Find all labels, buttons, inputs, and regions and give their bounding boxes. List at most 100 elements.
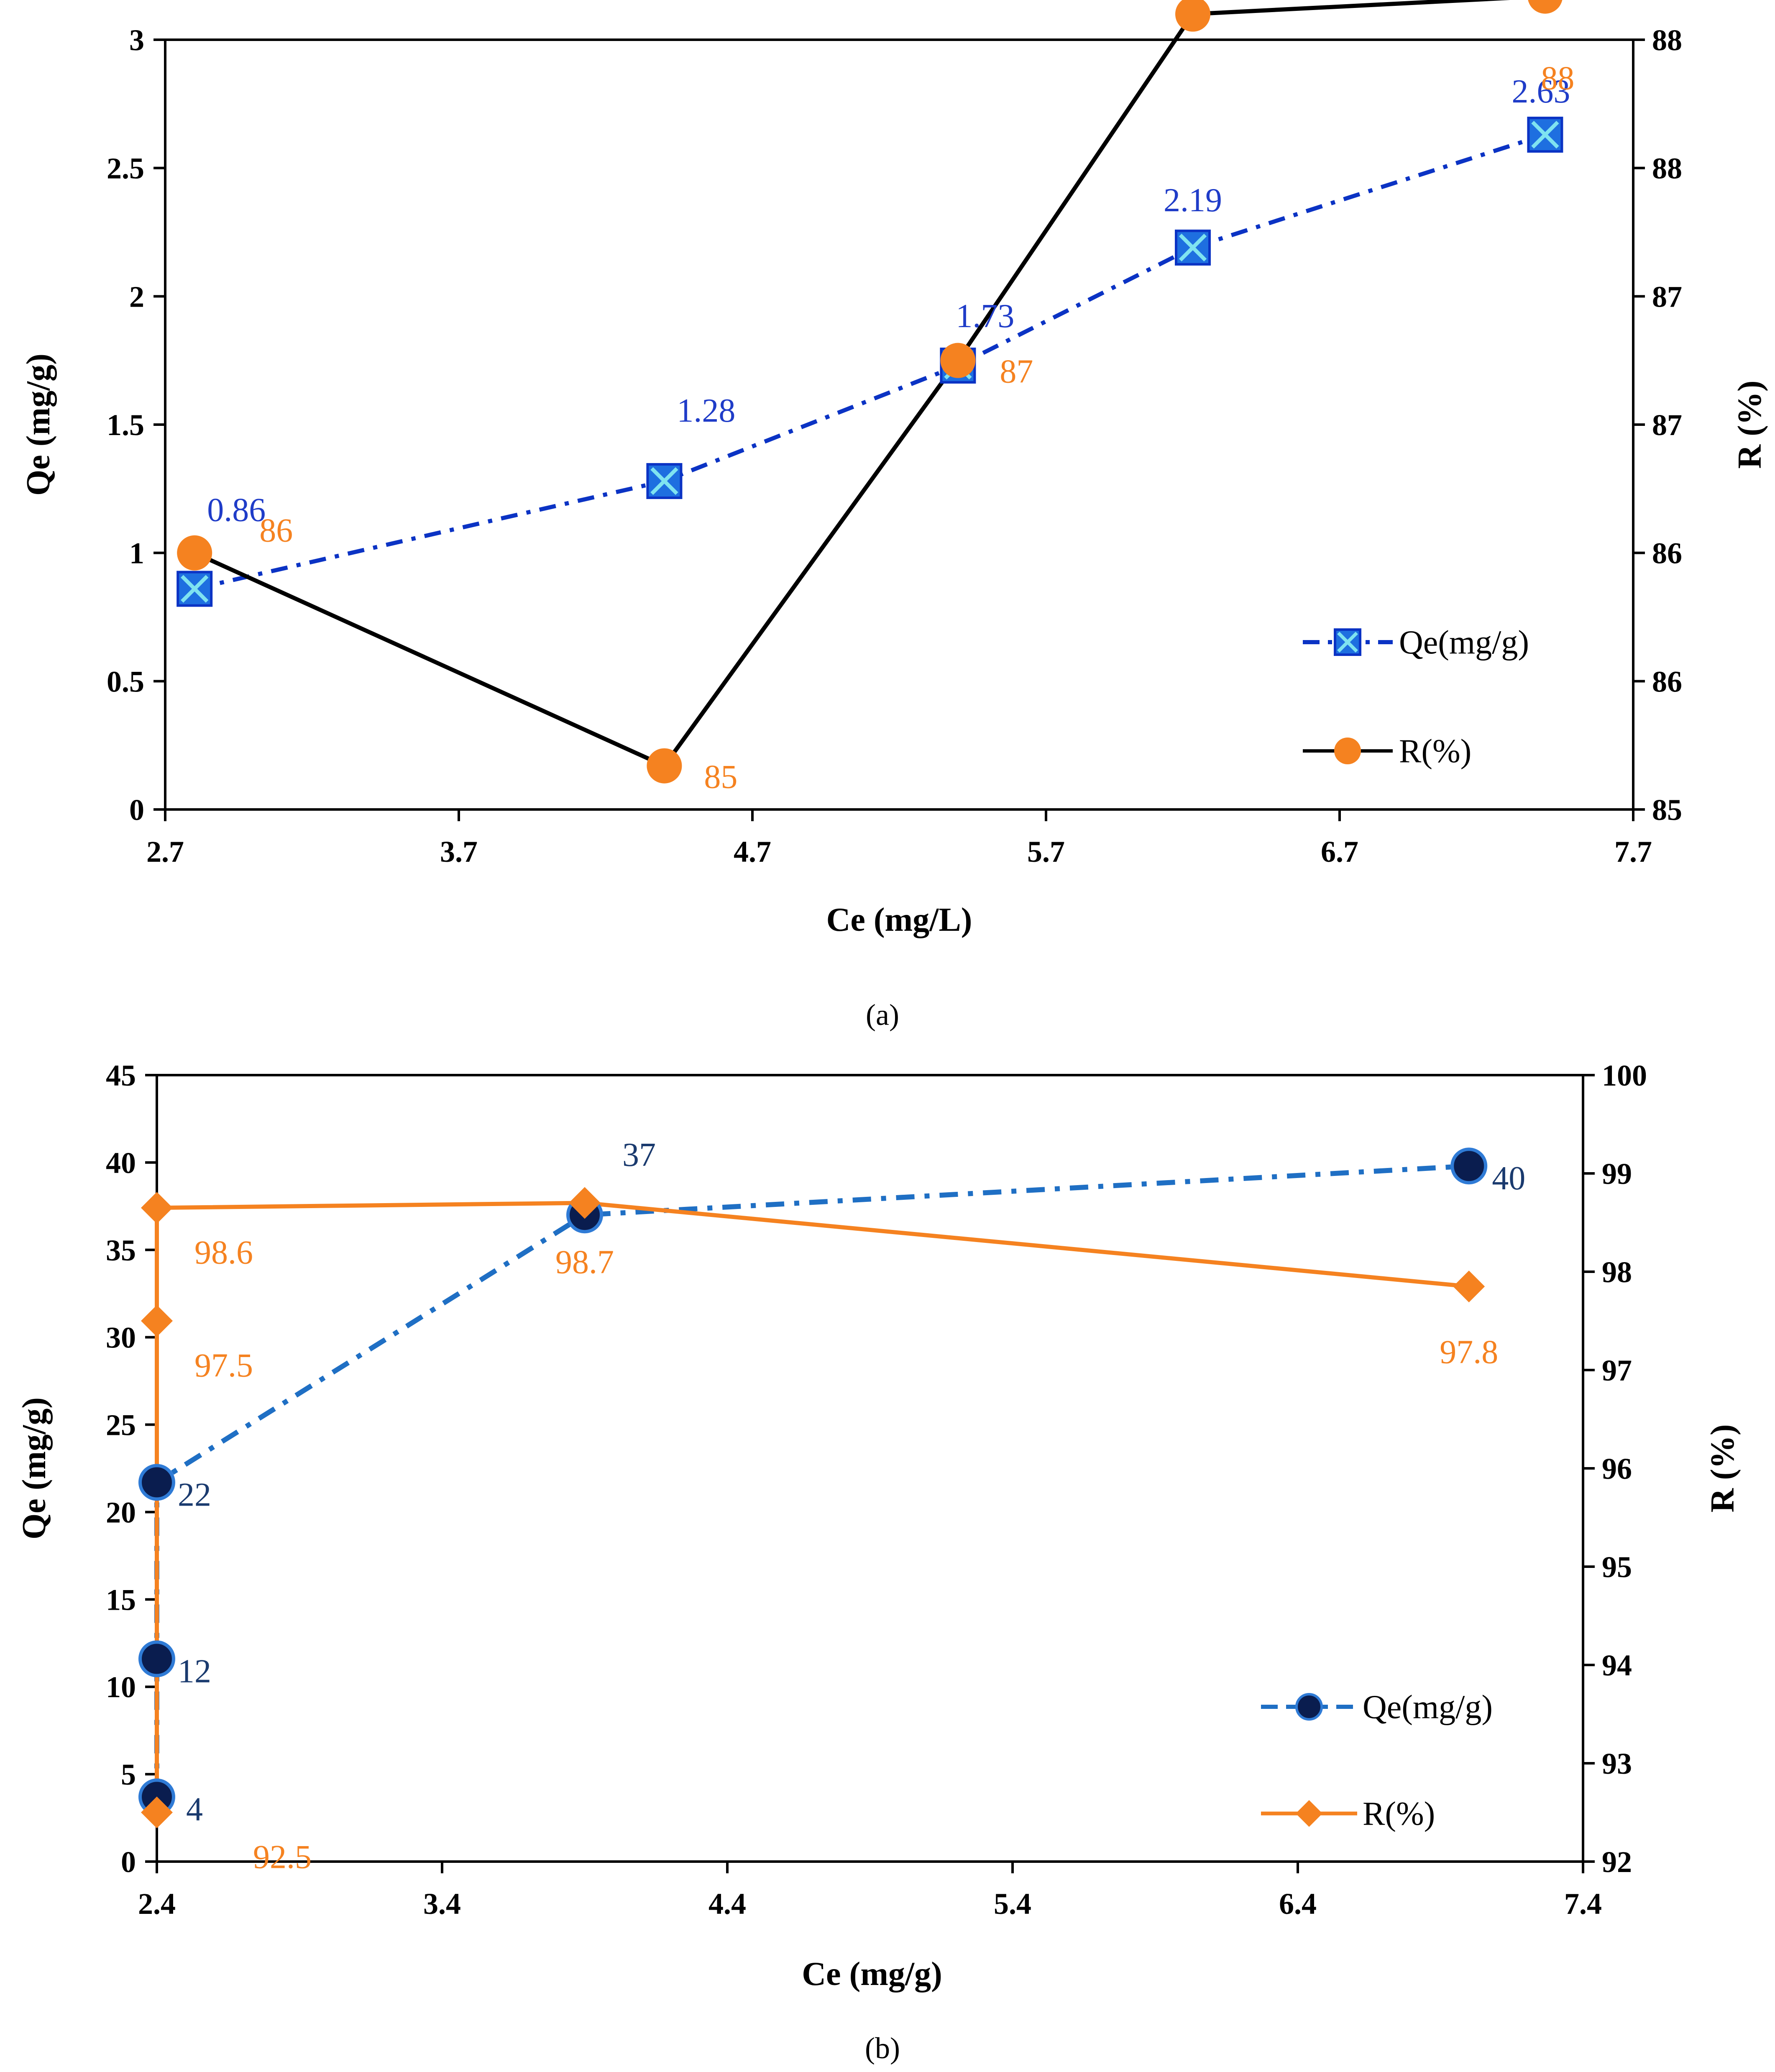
chart-a-r-point — [1175, 0, 1210, 32]
chart-b-y-tick-label: 40 — [106, 1146, 136, 1180]
chart-b-qe-point — [138, 1640, 175, 1678]
chart-a-qe-data-label: 0.86 — [207, 492, 266, 529]
chart-a: 0 0.5 1 1.5 2 2.5 3 85 86 86 87 87 88 88 2.7 3.7 4.7 5.… — [20, 0, 1768, 1032]
chart-b-y2-axis-title: R (%) — [1704, 1424, 1741, 1512]
chart-a-y2-tick-label: 88 — [1652, 23, 1682, 57]
chart-a-legend-entry-qe: Qe(mg/g) — [1303, 624, 1529, 661]
chart-b: 0 5 10 15 20 25 30 35 40 45 92 93 94 95 96 97 98 99 100 2… — [16, 1059, 1741, 2065]
chart-a-r-data-label: 86 — [259, 512, 293, 549]
chart-b-y-tick-label: 10 — [106, 1670, 136, 1704]
chart-b-y-tick-label: 30 — [106, 1321, 136, 1355]
chart-b-y-ticks: 0 5 10 15 20 25 30 35 40 45 — [106, 1059, 157, 1879]
chart-a-legend-qe-marker — [1334, 628, 1361, 656]
chart-a-legend-entry-r: R(%) — [1303, 733, 1471, 770]
chart-a-legend-r-label: R(%) — [1399, 733, 1471, 770]
chart-a-x-tick-label: 3.7 — [440, 835, 478, 868]
chart-b-r-data-label: 92.5 — [253, 1839, 312, 1876]
chart-a-y2-tick-label: 85 — [1652, 793, 1682, 827]
chart-a-r-point — [1528, 0, 1563, 14]
chart-b-y-tick-label: 45 — [106, 1059, 136, 1092]
chart-b-legend-qe-label: Qe(mg/g) — [1363, 1689, 1493, 1726]
chart-a-r-point — [940, 343, 976, 378]
chart-b-y2-ticks: 92 93 94 95 96 97 98 99 100 — [1583, 1059, 1647, 1879]
chart-a-y-tick-label: 1.5 — [107, 408, 144, 442]
chart-a-legend-qe-label: Qe(mg/g) — [1399, 624, 1529, 661]
chart-b-r-data-label: 97.5 — [194, 1347, 253, 1384]
chart-b-y2-tick-label: 100 — [1602, 1059, 1647, 1092]
chart-b-y2-tick-label: 95 — [1602, 1550, 1632, 1584]
chart-a-qe-point — [646, 463, 683, 499]
chart-a-y2-ticks: 85 86 86 87 87 88 88 — [1633, 23, 1682, 827]
chart-b-y2-tick-label: 93 — [1602, 1747, 1632, 1780]
chart-b-caption: (b) — [865, 2031, 900, 2065]
chart-b-legend-entry-qe: Qe(mg/g) — [1261, 1689, 1493, 1726]
chart-b-y-tick-label: 0 — [121, 1845, 136, 1879]
chart-b-r-data-label: 97.8 — [1440, 1334, 1498, 1370]
chart-b-y-tick-label: 20 — [106, 1496, 136, 1529]
chart-b-legend-qe-marker — [1295, 1693, 1323, 1721]
chart-a-qe-point — [1175, 229, 1211, 266]
chart-b-qe-data-label: 37 — [622, 1137, 656, 1173]
chart-b-y-tick-label: 35 — [106, 1234, 136, 1267]
chart-a-x-tick-label: 2.7 — [146, 835, 184, 868]
chart-a-markers — [176, 0, 1563, 784]
chart-b-r-point — [141, 1192, 173, 1224]
chart-a-x-tick-label: 6.7 — [1321, 835, 1358, 868]
chart-b-y2-tick-label: 94 — [1602, 1649, 1632, 1682]
chart-a-legend-r-marker — [1334, 738, 1361, 764]
chart-b-x-tick-label: 3.4 — [423, 1887, 461, 1921]
chart-b-r-data-label: 98.6 — [194, 1234, 253, 1271]
chart-a-r-point — [177, 535, 212, 571]
chart-b-r-data-label: 98.7 — [555, 1244, 614, 1281]
chart-b-r-point — [1453, 1270, 1485, 1303]
chart-b-y2-tick-label: 98 — [1602, 1255, 1632, 1289]
chart-b-qe-data-label: 40 — [1492, 1160, 1525, 1197]
chart-a-qe-point — [1527, 116, 1563, 153]
chart-b-qe-point — [138, 1464, 175, 1501]
chart-a-qe-data-label: 2.19 — [1164, 182, 1222, 219]
chart-b-markers — [138, 1147, 1488, 1829]
chart-b-y2-tick-label: 97 — [1602, 1354, 1632, 1387]
chart-a-x-axis-title: Ce (mg/L) — [826, 902, 972, 938]
chart-a-x-ticks: 2.7 3.7 4.7 5.7 6.7 7.7 — [146, 809, 1652, 868]
chart-b-qe-data-label: 4 — [186, 1791, 203, 1828]
chart-b-legend-r-label: R(%) — [1363, 1795, 1435, 1832]
chart-a-y2-tick-label: 87 — [1652, 280, 1682, 313]
chart-b-qe-data-label: 22 — [178, 1476, 211, 1513]
chart-a-legend: Qe(mg/g) R(%) — [1303, 624, 1529, 770]
chart-a-r-data-label: 85 — [704, 759, 737, 796]
chart-a-r-data-label: 88 — [1541, 60, 1574, 97]
chart-a-y2-tick-label: 86 — [1652, 665, 1682, 698]
chart-a-y2-tick-label: 86 — [1652, 537, 1682, 570]
chart-a-x-tick-label: 4.7 — [734, 835, 771, 868]
chart-a-qe-data-label: 1.28 — [677, 392, 735, 429]
chart-a-y-tick-label: 0 — [129, 793, 144, 827]
chart-b-x-tick-label: 6.4 — [1279, 1887, 1317, 1921]
chart-a-y-tick-label: 0.5 — [107, 665, 144, 698]
chart-b-x-tick-label: 7.4 — [1564, 1887, 1602, 1921]
chart-a-r-data-label: 87 — [1000, 353, 1033, 390]
chart-b-y2-tick-label: 96 — [1602, 1452, 1632, 1485]
chart-a-y-axis-title: Qe (mg/g) — [20, 353, 57, 496]
chart-a-y-ticks: 0 0.5 1 1.5 2 2.5 3 — [107, 23, 165, 827]
chart-b-y2-tick-label: 99 — [1602, 1157, 1632, 1191]
chart-a-y2-axis-title: R (%) — [1732, 380, 1768, 469]
chart-b-qe-point — [1450, 1147, 1488, 1185]
chart-b-data-labels: 4 12 22 37 40 92.5 97.5 98.6 98.7 97.8 — [178, 1137, 1525, 1875]
chart-b-legend-entry-r: R(%) — [1261, 1795, 1435, 1832]
chart-b-x-tick-label: 2.4 — [138, 1887, 176, 1921]
chart-a-qe-point — [176, 571, 213, 607]
chart-b-legend-r-marker — [1296, 1800, 1322, 1827]
chart-a-y2-tick-label: 88 — [1652, 152, 1682, 185]
chart-b-x-axis-title: Ce (mg/g) — [802, 1956, 942, 1993]
chart-b-y-tick-label: 25 — [106, 1409, 136, 1442]
chart-b-y-axis-title: Qe (mg/g) — [16, 1397, 53, 1539]
chart-b-r-point — [141, 1305, 173, 1337]
chart-b-r-point — [569, 1187, 601, 1219]
chart-b-y-tick-label: 5 — [121, 1758, 136, 1791]
chart-a-y2-tick-label: 87 — [1652, 408, 1682, 442]
chart-b-y-tick-label: 15 — [106, 1583, 136, 1616]
chart-a-x-tick-label: 5.7 — [1027, 835, 1065, 868]
